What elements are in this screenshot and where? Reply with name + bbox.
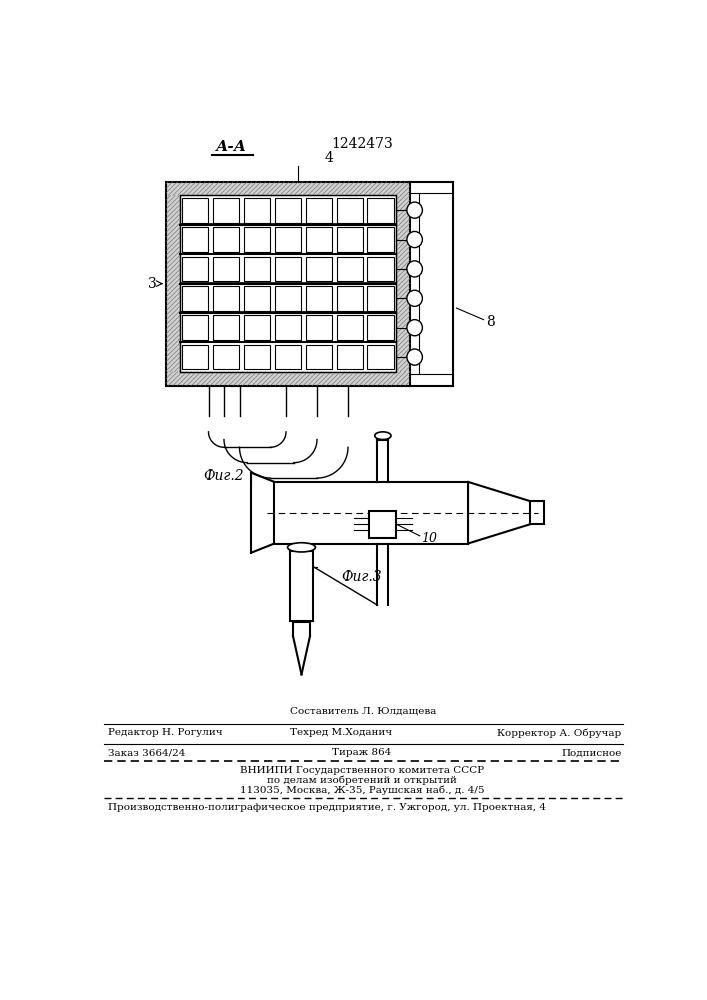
Bar: [337, 286, 363, 311]
Bar: [275, 345, 301, 369]
Text: Производственно-полиграфическое предприятие, г. Ужгород, ул. Проектная, 4: Производственно-полиграфическое предприя…: [107, 803, 546, 812]
Text: А-А: А-А: [216, 140, 247, 154]
Text: 10: 10: [421, 532, 437, 545]
Bar: [337, 198, 363, 223]
Bar: [337, 345, 363, 369]
Bar: [274, 482, 468, 544]
Bar: [166, 182, 410, 386]
Bar: [305, 345, 332, 369]
Ellipse shape: [407, 290, 422, 306]
Bar: [213, 198, 239, 223]
Bar: [244, 345, 270, 369]
Bar: [368, 257, 394, 281]
Bar: [337, 257, 363, 281]
Bar: [244, 286, 270, 311]
Bar: [275, 227, 301, 252]
Bar: [182, 286, 209, 311]
Ellipse shape: [407, 349, 422, 365]
Text: Редактор Н. Рогулич: Редактор Н. Рогулич: [107, 728, 223, 737]
Bar: [213, 286, 239, 311]
Bar: [368, 198, 394, 223]
Ellipse shape: [407, 320, 422, 336]
Bar: [305, 257, 332, 281]
Text: Фиг.3: Фиг.3: [341, 570, 382, 584]
Bar: [305, 315, 332, 340]
Bar: [182, 315, 209, 340]
Bar: [213, 227, 239, 252]
Text: ВНИИПИ Государственного комитета СССР: ВНИИПИ Государственного комитета СССР: [240, 766, 484, 775]
Bar: [275, 286, 301, 311]
Bar: [244, 315, 270, 340]
Text: 4: 4: [325, 151, 333, 165]
Bar: [213, 345, 239, 369]
Bar: [244, 198, 270, 223]
Bar: [530, 501, 544, 524]
Bar: [337, 227, 363, 252]
Bar: [213, 257, 239, 281]
Ellipse shape: [375, 432, 391, 440]
Bar: [368, 315, 394, 340]
Bar: [213, 315, 239, 340]
Text: по делам изобретений и открытий: по делам изобретений и открытий: [267, 776, 457, 785]
Text: 3: 3: [148, 277, 156, 291]
Text: 1242473: 1242473: [331, 137, 393, 151]
Text: Техред М.Ходанич: Техред М.Ходанич: [290, 728, 392, 737]
Bar: [305, 198, 332, 223]
Text: Заказ 3664/24: Заказ 3664/24: [107, 748, 185, 757]
Bar: [275, 257, 301, 281]
Ellipse shape: [407, 231, 422, 248]
Ellipse shape: [407, 261, 422, 277]
Text: Составитель Л. Юлдащева: Составитель Л. Юлдащева: [290, 706, 436, 715]
Bar: [275, 198, 301, 223]
Text: Фиг.2: Фиг.2: [204, 469, 245, 483]
Bar: [368, 227, 394, 252]
Bar: [369, 511, 397, 538]
Bar: [244, 257, 270, 281]
Bar: [182, 345, 209, 369]
Text: Корректор А. Обручар: Корректор А. Обручар: [497, 728, 621, 738]
Bar: [368, 286, 394, 311]
Bar: [305, 227, 332, 252]
Ellipse shape: [407, 202, 422, 218]
Bar: [337, 315, 363, 340]
Text: 8: 8: [486, 315, 495, 329]
Text: 113035, Москва, Ж-35, Раушская наб., д. 4/5: 113035, Москва, Ж-35, Раушская наб., д. …: [240, 786, 484, 795]
Text: Подписное: Подписное: [561, 748, 621, 757]
Bar: [182, 198, 209, 223]
Bar: [368, 345, 394, 369]
Bar: [182, 257, 209, 281]
Bar: [244, 227, 270, 252]
Ellipse shape: [288, 543, 315, 552]
Bar: [275, 315, 301, 340]
Bar: [180, 195, 396, 372]
Text: Тираж 864: Тираж 864: [332, 748, 392, 757]
Bar: [182, 227, 209, 252]
Bar: [305, 286, 332, 311]
